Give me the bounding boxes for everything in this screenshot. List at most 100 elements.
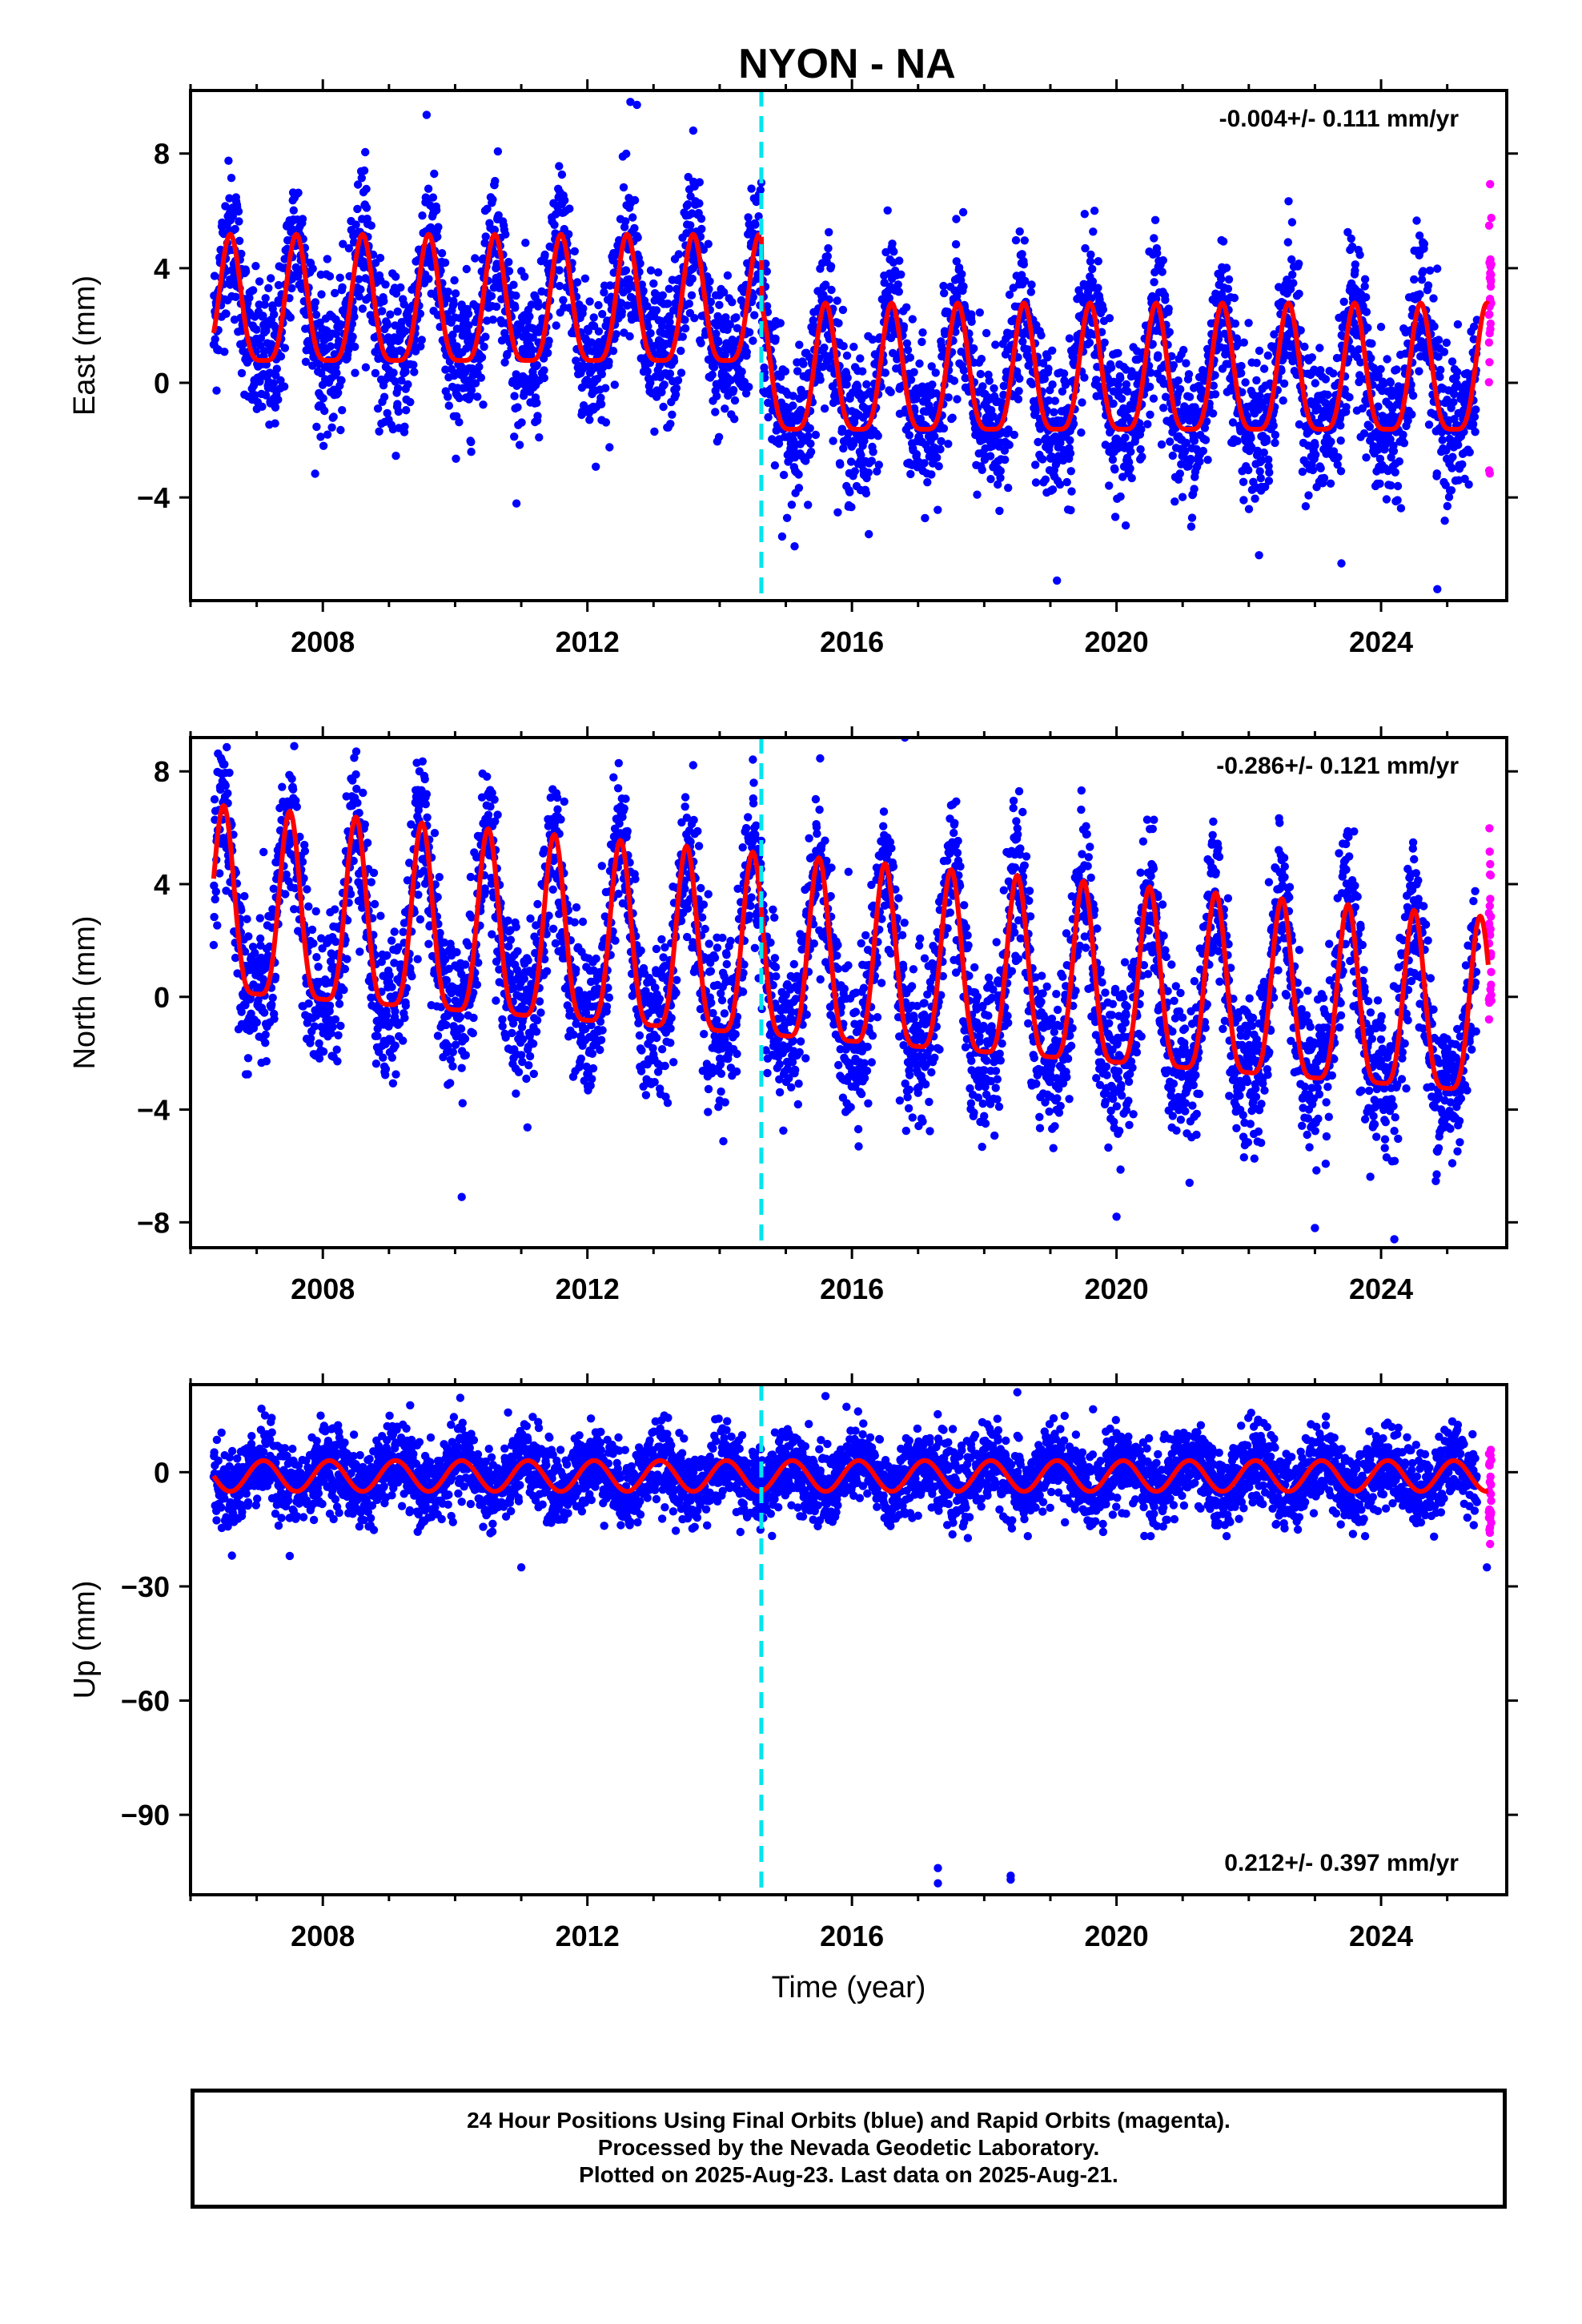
data-point bbox=[930, 432, 939, 441]
data-point bbox=[225, 194, 234, 203]
data-point bbox=[261, 391, 271, 400]
data-point bbox=[1410, 275, 1419, 284]
data-point bbox=[339, 985, 348, 995]
data-point bbox=[1468, 420, 1478, 428]
data-point bbox=[243, 915, 251, 923]
data-point bbox=[834, 319, 843, 328]
data-point bbox=[633, 233, 642, 242]
data-point bbox=[1256, 473, 1266, 483]
data-point bbox=[1334, 452, 1343, 462]
data-point bbox=[235, 236, 244, 245]
outlier-point bbox=[1433, 585, 1442, 593]
data-point bbox=[1244, 505, 1254, 513]
data-point bbox=[473, 392, 482, 401]
data-point bbox=[298, 215, 307, 223]
data-point bbox=[1301, 502, 1311, 511]
data-point bbox=[846, 457, 856, 466]
data-point bbox=[885, 294, 894, 303]
data-point bbox=[695, 199, 704, 208]
data-point bbox=[978, 465, 986, 474]
data-point bbox=[959, 282, 968, 291]
data-point bbox=[687, 291, 697, 300]
data-point bbox=[512, 499, 521, 508]
data-point bbox=[448, 330, 457, 340]
data-point bbox=[1239, 496, 1248, 505]
data-point bbox=[995, 506, 1004, 516]
outlier-point bbox=[632, 100, 641, 110]
data-point bbox=[630, 223, 639, 233]
data-point bbox=[391, 289, 401, 298]
data-point bbox=[1336, 421, 1345, 430]
data-point bbox=[375, 253, 385, 263]
data-point bbox=[653, 268, 663, 277]
data-point bbox=[521, 239, 530, 247]
data-point bbox=[776, 372, 785, 381]
data-point bbox=[881, 368, 890, 377]
outlier-point bbox=[689, 126, 698, 135]
data-point bbox=[400, 327, 410, 336]
data-point bbox=[260, 300, 269, 309]
data-point bbox=[1109, 399, 1118, 408]
data-point bbox=[224, 156, 233, 165]
rapid-point bbox=[1485, 469, 1495, 478]
data-point bbox=[1203, 456, 1212, 464]
data-point bbox=[1288, 270, 1297, 279]
data-point bbox=[1149, 394, 1158, 403]
data-point bbox=[476, 373, 486, 382]
data-point bbox=[1382, 495, 1391, 504]
rapid-point bbox=[1485, 310, 1494, 319]
data-point bbox=[244, 932, 253, 941]
data-point bbox=[325, 1001, 335, 1011]
data-point bbox=[422, 111, 432, 119]
data-point bbox=[605, 443, 614, 452]
data-point bbox=[410, 368, 419, 376]
data-point bbox=[1239, 477, 1248, 486]
data-point bbox=[1396, 504, 1406, 513]
data-point bbox=[617, 308, 626, 316]
data-point bbox=[912, 450, 921, 459]
rapid-point bbox=[1485, 358, 1494, 367]
data-point bbox=[353, 180, 363, 189]
data-point bbox=[789, 392, 797, 400]
data-point bbox=[332, 368, 341, 377]
data-point bbox=[1269, 421, 1278, 430]
data-point bbox=[873, 467, 881, 476]
data-point bbox=[316, 432, 325, 441]
data-point bbox=[1367, 354, 1375, 363]
data-point bbox=[401, 368, 410, 376]
data-point bbox=[1146, 410, 1154, 419]
data-point bbox=[210, 795, 219, 804]
data-point bbox=[1041, 475, 1050, 484]
data-point bbox=[418, 211, 427, 220]
data-point bbox=[1038, 455, 1047, 464]
data-point bbox=[1106, 363, 1116, 372]
data-point bbox=[742, 348, 751, 356]
data-point bbox=[928, 380, 937, 389]
data-point bbox=[624, 275, 634, 283]
data-point bbox=[323, 430, 332, 439]
data-point bbox=[1168, 451, 1178, 460]
data-point bbox=[1439, 348, 1449, 356]
data-point bbox=[1465, 448, 1474, 456]
data-point bbox=[996, 466, 1006, 476]
data-point bbox=[721, 313, 730, 322]
data-point bbox=[406, 397, 415, 407]
data-point bbox=[1342, 403, 1351, 412]
data-point bbox=[712, 329, 721, 338]
data-point bbox=[355, 275, 363, 283]
data-point bbox=[697, 339, 705, 348]
data-point bbox=[1386, 378, 1395, 387]
data-point bbox=[1078, 398, 1086, 407]
data-point bbox=[329, 412, 338, 421]
data-point bbox=[805, 424, 814, 432]
data-point bbox=[986, 475, 995, 484]
data-point bbox=[288, 785, 298, 794]
data-point bbox=[336, 425, 345, 435]
data-point bbox=[604, 357, 613, 366]
data-point bbox=[544, 348, 552, 357]
data-point bbox=[883, 206, 892, 215]
data-point bbox=[351, 342, 359, 352]
data-point bbox=[220, 348, 229, 356]
data-point bbox=[1230, 293, 1239, 303]
